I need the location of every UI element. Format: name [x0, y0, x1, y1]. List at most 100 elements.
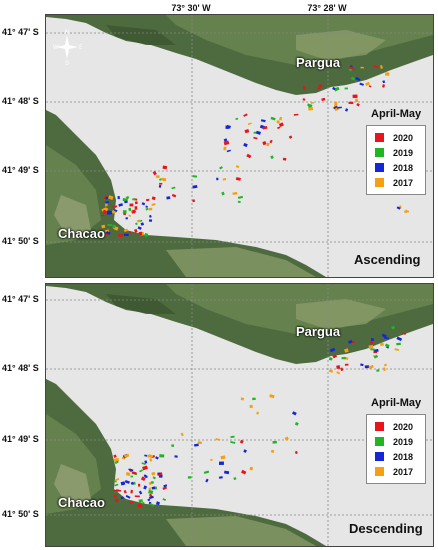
scatterer-marker [310, 101, 315, 105]
scatterer-marker [288, 135, 293, 139]
scatterer-marker [149, 495, 154, 500]
legend-item-2020: 2020 [375, 130, 417, 145]
scatterer-marker [334, 101, 338, 106]
scatterer-marker [171, 193, 177, 198]
scatterer-marker [404, 209, 408, 214]
scatterer-marker [148, 207, 153, 211]
scatterer-marker [382, 367, 386, 372]
scatterer-marker [348, 339, 353, 344]
scatterer-marker [149, 214, 152, 218]
scatterer-marker [125, 195, 130, 200]
scatterer-marker [113, 489, 118, 493]
scatterer-marker [293, 113, 299, 116]
scatterer-marker [125, 471, 131, 477]
scatterer-marker [329, 347, 336, 353]
legend-swatch-2017 [375, 467, 384, 476]
scatterer-marker [381, 333, 387, 338]
legend-swatch-2017 [375, 178, 384, 187]
map-panel-descending: Pargua Chacao April-May 2020 2019 2018 2… [45, 283, 434, 547]
legend-item-2019: 2019 [375, 145, 417, 160]
scatterer-marker [151, 471, 156, 476]
scatterer-marker [194, 443, 199, 447]
scatterer-marker [159, 454, 165, 458]
scatterer-marker [223, 138, 228, 142]
scatterer-marker [321, 97, 326, 102]
scatterer-marker [365, 81, 371, 87]
scatterer-marker [130, 481, 134, 485]
scatterer-marker [294, 421, 299, 426]
scatterer-marker [130, 475, 133, 478]
scatterer-marker [276, 120, 280, 124]
scatterer-marker [140, 476, 146, 482]
scatterer-marker [137, 503, 143, 508]
scatterer-marker [158, 474, 163, 478]
scatterer-marker [131, 471, 137, 475]
scatterer-marker [148, 219, 153, 222]
scatterer-marker [302, 86, 306, 90]
scatterer-marker [107, 210, 112, 214]
scatterer-marker [118, 203, 124, 207]
scatterer-marker [117, 195, 120, 200]
scatterer-marker [205, 478, 209, 483]
scatterer-marker [125, 494, 131, 499]
scatterer-marker [166, 196, 171, 200]
scatterer-marker [129, 231, 132, 234]
scatterer-marker [145, 205, 148, 208]
scatterer-marker [260, 119, 266, 123]
scatterer-marker [147, 498, 151, 502]
scatterer-marker [192, 175, 198, 178]
scatterer-marker [332, 86, 336, 91]
compass-rose-icon: N S W E [53, 30, 82, 65]
scatterer-marker [277, 126, 281, 130]
scatterer-marker [384, 363, 387, 367]
scatterer-marker [125, 217, 128, 220]
scatterer-marker [138, 483, 141, 487]
scatterer-marker [249, 466, 254, 471]
scatterer-marker [235, 177, 241, 181]
scatterer-marker [256, 411, 260, 415]
scatterer-marker [235, 165, 240, 169]
scatterer-marker [162, 165, 168, 170]
scatterer-marker [219, 461, 224, 465]
scatterer-marker [373, 351, 378, 354]
scatterer-marker [368, 344, 374, 349]
scatterer-marker [294, 450, 298, 455]
scatterer-marker [134, 206, 138, 210]
scatterer-marker [203, 470, 210, 475]
scatterer-marker [269, 139, 273, 144]
scatterer-marker [221, 191, 225, 196]
scatterer-marker [141, 462, 146, 466]
scatterer-marker [122, 210, 127, 214]
scatterer-marker [158, 184, 162, 188]
legend-item-2020: 2020 [375, 419, 417, 434]
scatterer-marker [396, 342, 401, 346]
scatterer-marker [382, 84, 386, 88]
scatterer-marker [302, 98, 306, 101]
place-label-pargua: Pargua [296, 55, 341, 70]
legend-swatch-2020 [375, 422, 384, 431]
scatterer-marker [148, 454, 154, 459]
scatterer-marker [174, 455, 178, 458]
scatterer-marker [112, 205, 118, 209]
scatterer-marker [396, 206, 401, 210]
scatterer-marker [144, 460, 148, 464]
scatterer-marker [105, 196, 109, 200]
scatterer-marker [223, 146, 227, 151]
scatterer-marker [244, 129, 250, 134]
scatterer-marker [171, 444, 175, 447]
scatterer-marker [232, 192, 238, 195]
scatterer-marker [318, 84, 322, 88]
scatterer-marker [224, 470, 230, 475]
scatterer-marker [284, 436, 289, 441]
scatterer-marker [180, 432, 184, 437]
scatterer-marker [368, 364, 374, 370]
scatterer-marker [226, 149, 231, 153]
scatterer-marker [270, 155, 274, 160]
scatterer-marker [215, 438, 221, 441]
scatterer-marker [246, 153, 252, 159]
latitude-label: 41° 48' S [2, 96, 39, 106]
scatterer-marker [350, 76, 356, 81]
scatterer-marker [118, 234, 123, 237]
scatterer-marker [237, 195, 244, 199]
legend-item-2017: 2017 [375, 464, 417, 479]
